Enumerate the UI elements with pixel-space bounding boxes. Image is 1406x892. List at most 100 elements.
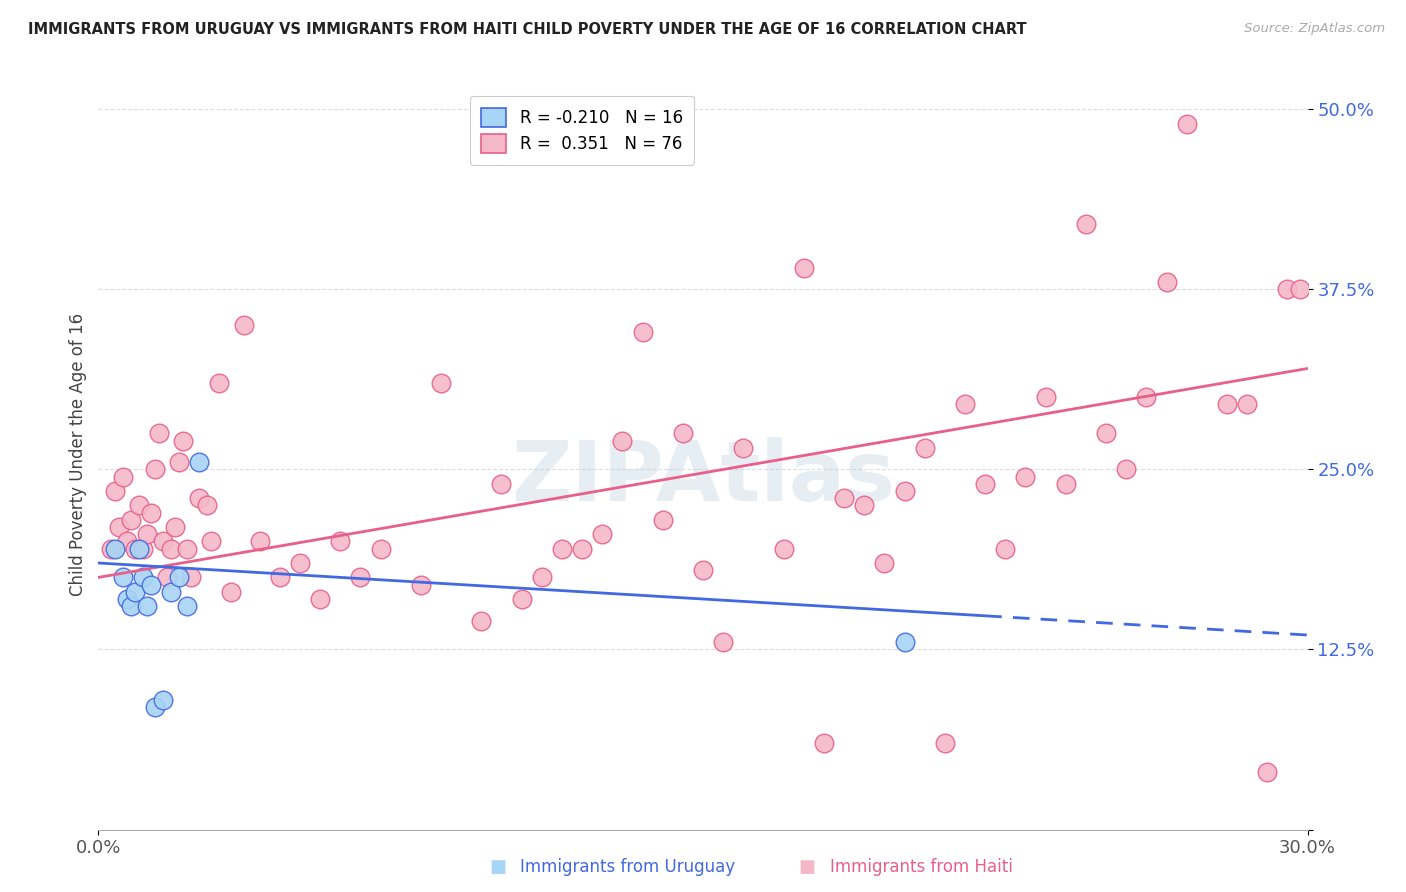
Point (115, 592, 138, 607)
Point (953, 397, 976, 411)
Point (349, 570, 371, 584)
Point (132, 570, 155, 584)
Point (115, 534, 138, 549)
Point (128, 499, 150, 513)
Point (103, 483, 125, 498)
Point (124, 541, 146, 556)
Point (430, 376, 453, 390)
Point (793, 260, 815, 275)
Point (160, 541, 183, 556)
Point (530, 570, 553, 584)
Point (107, 520, 129, 534)
Point (1035, 390, 1057, 404)
Point (631, 326, 654, 340)
Point (148, 426, 170, 441)
Point (893, 483, 915, 498)
Point (772, 541, 794, 556)
Point (1216, 397, 1239, 411)
Point (152, 693, 174, 707)
Point (288, 556, 311, 570)
Point (1156, 275, 1178, 289)
Legend: R = -0.210   N = 16, R =  0.351   N = 76: R = -0.210 N = 16, R = 0.351 N = 76 (470, 96, 695, 165)
Point (208, 376, 231, 390)
Point (269, 570, 291, 584)
Text: ZIPAtlas: ZIPAtlas (510, 437, 896, 518)
Point (651, 513, 673, 527)
Text: Source: ZipAtlas.com: Source: ZipAtlas.com (1244, 22, 1385, 36)
Point (111, 570, 134, 584)
Point (139, 577, 162, 591)
Point (1288, 282, 1310, 296)
Point (510, 592, 533, 607)
Point (111, 469, 134, 483)
Point (672, 426, 695, 441)
Point (143, 462, 166, 476)
Point (1014, 469, 1036, 483)
Point (1277, 282, 1299, 296)
Point (188, 455, 211, 469)
Point (163, 520, 186, 534)
Point (1054, 476, 1077, 491)
Point (128, 541, 150, 556)
Point (591, 527, 613, 541)
Text: ■: ■ (799, 858, 815, 876)
Point (813, 736, 835, 750)
Text: ■: ■ (489, 858, 506, 876)
Point (692, 563, 714, 577)
Point (221, 584, 243, 599)
Point (132, 541, 155, 556)
Point (329, 534, 352, 549)
Point (167, 570, 190, 584)
Point (232, 318, 254, 333)
Point (571, 541, 593, 556)
Point (1115, 462, 1137, 476)
Point (409, 577, 432, 591)
Point (195, 499, 218, 513)
Point (176, 599, 198, 614)
Point (893, 635, 915, 649)
Point (832, 491, 855, 505)
Point (156, 570, 179, 584)
Text: Immigrants from Haiti: Immigrants from Haiti (830, 858, 1012, 876)
Point (491, 476, 513, 491)
Point (188, 491, 211, 505)
Point (249, 534, 271, 549)
Point (143, 700, 166, 714)
Point (172, 434, 194, 448)
Point (139, 506, 162, 520)
Point (934, 736, 956, 750)
Point (135, 599, 157, 614)
Y-axis label: Child Poverty Under the Age of 16: Child Poverty Under the Age of 16 (69, 313, 87, 597)
Point (100, 541, 122, 556)
Point (180, 570, 202, 584)
Point (176, 541, 198, 556)
Point (309, 592, 332, 607)
Point (120, 513, 142, 527)
Point (120, 599, 142, 614)
Point (733, 441, 755, 455)
Point (200, 534, 222, 549)
Point (1175, 116, 1198, 130)
Point (1074, 218, 1097, 232)
Point (1256, 764, 1278, 779)
Point (711, 635, 734, 649)
Point (914, 441, 936, 455)
Point (470, 614, 492, 628)
Point (853, 499, 876, 513)
Point (551, 541, 574, 556)
Point (135, 527, 157, 541)
Point (167, 455, 190, 469)
Point (974, 476, 997, 491)
Point (160, 584, 183, 599)
Point (1236, 397, 1258, 411)
Point (612, 434, 634, 448)
Point (1095, 426, 1118, 441)
Text: IMMIGRANTS FROM URUGUAY VS IMMIGRANTS FROM HAITI CHILD POVERTY UNDER THE AGE OF : IMMIGRANTS FROM URUGUAY VS IMMIGRANTS FR… (28, 22, 1026, 37)
Point (152, 534, 174, 549)
Point (1135, 390, 1157, 404)
Point (103, 541, 125, 556)
Point (370, 541, 392, 556)
Point (124, 584, 146, 599)
Point (994, 541, 1017, 556)
Text: Immigrants from Uruguay: Immigrants from Uruguay (520, 858, 735, 876)
